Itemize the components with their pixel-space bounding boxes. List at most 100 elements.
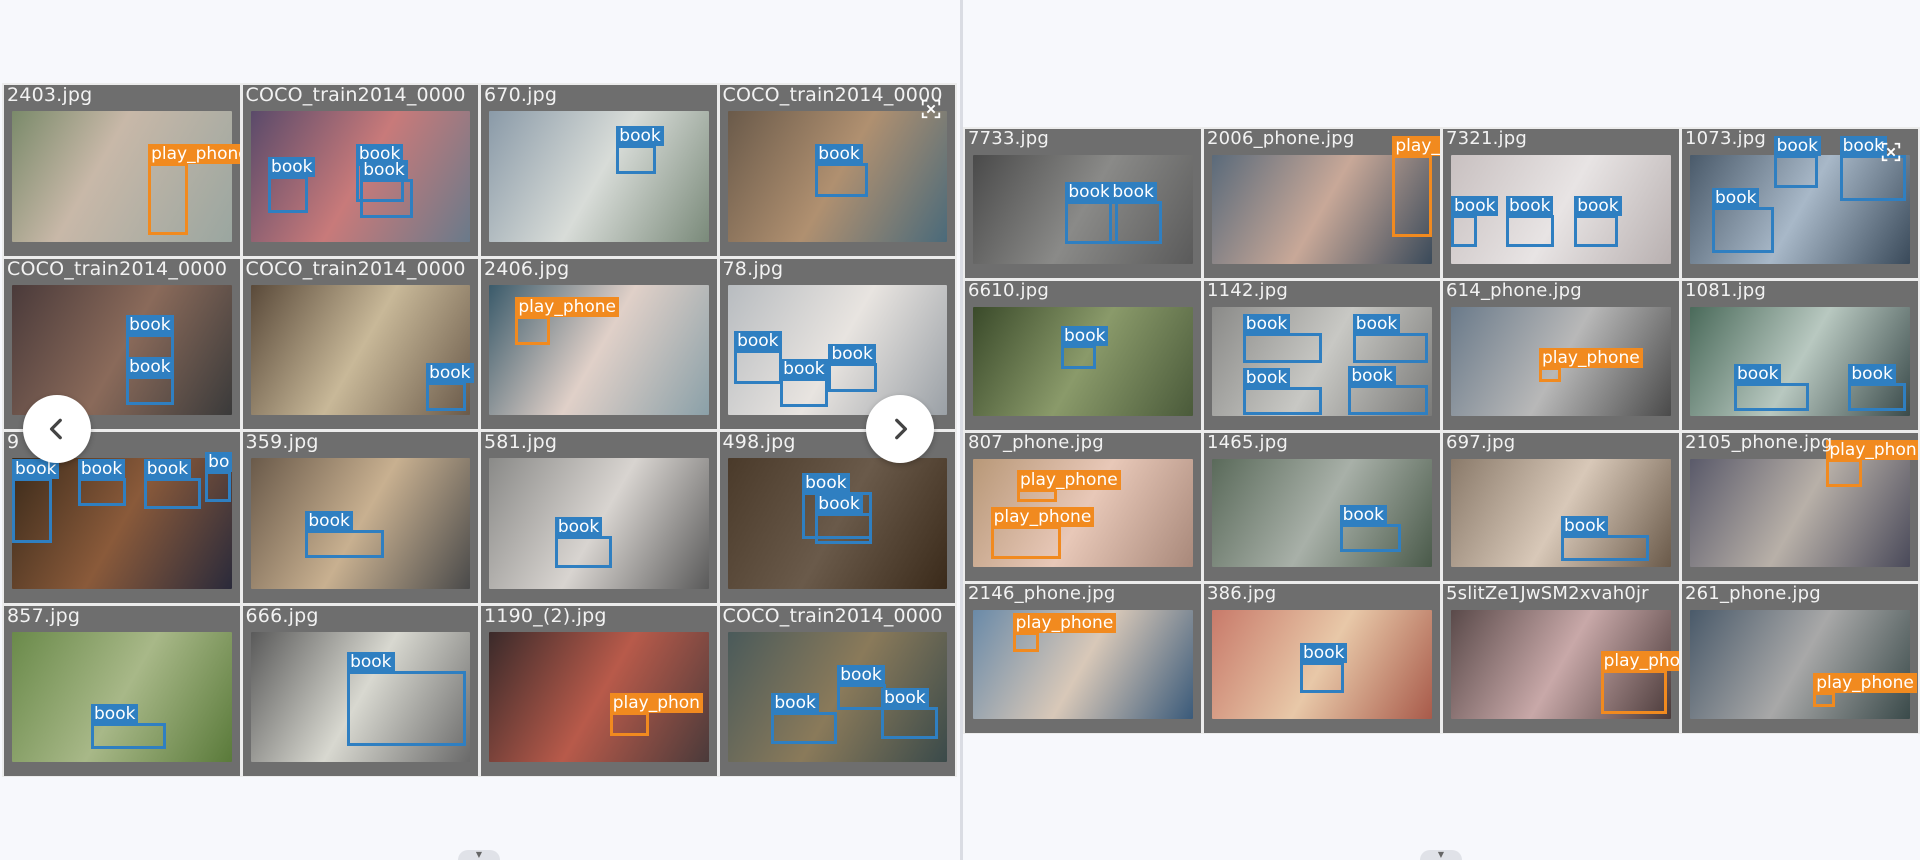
gallery-tile[interactable]: COCO_train2014_0000 book book book	[242, 85, 478, 256]
expand-icon[interactable]	[920, 98, 942, 120]
gallery-tile[interactable]: 2006_phone.jpg play_	[1204, 129, 1440, 278]
detection-box: book	[815, 144, 868, 198]
detection-label: book	[1352, 313, 1401, 334]
detection-box: book	[91, 703, 166, 749]
next-button[interactable]	[866, 395, 934, 463]
gallery-tile[interactable]: 614_phone.jpg play_phone	[1443, 280, 1679, 430]
detection-label: book	[1734, 363, 1782, 384]
detection-label: play_phone	[1539, 347, 1643, 368]
detection-box: play_phone	[1012, 613, 1117, 652]
gallery-tile[interactable]: 6610.jpg book	[965, 280, 1201, 430]
pane-divider[interactable]	[960, 0, 963, 860]
detection-label: book	[126, 356, 174, 377]
gallery-tile[interactable]: 7321.jpg book book book	[1443, 129, 1679, 278]
previous-button[interactable]	[23, 395, 91, 463]
detection-box: book	[1109, 181, 1163, 245]
detection-box: book	[305, 510, 385, 559]
detection-box: book	[77, 458, 127, 507]
detection-label: book	[355, 144, 404, 165]
tile-filename: 6610.jpg	[968, 280, 1049, 301]
detection-box: book	[815, 493, 873, 545]
detection-label: book	[1242, 313, 1291, 334]
gallery-tile[interactable]: COCO_train2014_0000 book	[242, 258, 478, 429]
detection-label: book	[734, 330, 782, 351]
gallery-tile[interactable]: 581.jpg book	[481, 432, 717, 603]
detection-label: book	[1109, 181, 1157, 202]
gallery-tile[interactable]: 1073.jpg book book book	[1682, 129, 1918, 278]
tile-image: book	[489, 458, 709, 589]
gallery-tile[interactable]: 697.jpg book	[1443, 432, 1679, 582]
detection-label: book	[771, 693, 819, 714]
tile-filename: 581.jpg	[484, 432, 558, 453]
tile-filename: 1465.jpg	[1207, 432, 1288, 453]
tile-filename: 670.jpg	[484, 85, 558, 106]
gallery-tile[interactable]: 5slitZe1JwSM2xvah0jr play_pho	[1443, 584, 1679, 733]
tile-image: book	[250, 458, 470, 589]
tile-image: book	[1451, 458, 1671, 568]
gallery-tile[interactable]: COCO_train2014_0000 book book book	[719, 605, 955, 776]
tile-filename: 7733.jpg	[968, 129, 1049, 149]
detection-box: book	[1839, 136, 1906, 201]
gallery-tile[interactable]: 1142.jpg book book book book	[1204, 280, 1440, 430]
expand-icon[interactable]	[1880, 141, 1902, 163]
detection-box: play_phone	[1017, 469, 1121, 502]
detection-label: play_phone	[1012, 613, 1117, 633]
chevron-right-icon	[895, 418, 908, 440]
tile-filename: COCO_train2014_0000	[722, 85, 943, 106]
tile-image: play_phone	[1690, 610, 1917, 719]
tile-image: book book book	[727, 631, 947, 762]
detection-box: book	[1773, 136, 1822, 188]
gallery-tile[interactable]: 9 book book book bo	[4, 432, 240, 603]
gallery-tile[interactable]: 498.jpg book book	[719, 432, 955, 603]
gallery-tile[interactable]: 359.jpg book	[242, 432, 478, 603]
detection-box: book	[1734, 363, 1809, 412]
gallery-tile[interactable]: 666.jpg book	[242, 605, 478, 776]
detection-box: book	[268, 157, 316, 213]
detection-box: book	[126, 315, 175, 363]
detection-label: book	[1242, 368, 1291, 389]
gallery-tile[interactable]: 1081.jpg book book	[1682, 280, 1918, 430]
tile-filename: 2146_phone.jpg	[968, 584, 1116, 605]
detection-label: book	[1712, 188, 1760, 209]
tile-image: book book book bo	[12, 452, 233, 589]
gallery-tile[interactable]: 857.jpg book	[4, 605, 240, 776]
tile-image: book book	[973, 155, 1193, 264]
detection-box: book	[771, 693, 838, 744]
gallery-tile[interactable]: 386.jpg book	[1204, 584, 1440, 733]
detection-box: book	[1848, 363, 1906, 412]
gallery-tile[interactable]: COCO_train2014_0000 book book	[4, 258, 240, 429]
tile-image: book	[973, 306, 1193, 416]
detection-label: book	[91, 703, 139, 724]
caret-down-icon: ▼	[1437, 850, 1445, 859]
detection-label: book	[1561, 515, 1609, 536]
tile-filename: 857.jpg	[7, 605, 81, 627]
detection-label: book	[1451, 195, 1499, 216]
collapse-handle[interactable]: ▼	[458, 850, 500, 860]
gallery-tile[interactable]: 2406.jpg play_phone	[481, 258, 717, 429]
tile-image: play_phon	[489, 631, 709, 762]
gallery-tile[interactable]: 7733.jpg book book	[965, 129, 1201, 278]
collapse-handle[interactable]: ▼	[1420, 850, 1462, 860]
detection-box: play_pho	[1600, 651, 1679, 714]
gallery-tile[interactable]: 2146_phone.jpg play_phone	[965, 584, 1201, 733]
tile-filename: 1081.jpg	[1685, 280, 1766, 301]
tile-filename: 807_phone.jpg	[968, 432, 1104, 453]
tile-image: book	[250, 284, 474, 415]
gallery-tile[interactable]: 2403.jpg play_phone	[4, 85, 240, 256]
tile-filename: 1073.jpg	[1685, 129, 1766, 149]
detection-label: book	[1339, 504, 1388, 525]
gallery-tile[interactable]: 2105_phone.jpg play_phon	[1682, 432, 1918, 582]
detection-box: play_phone	[1813, 672, 1917, 708]
tile-image: book	[12, 631, 232, 762]
detection-box: book	[881, 688, 939, 739]
tile-filename: 261_phone.jpg	[1685, 584, 1821, 605]
gallery-tile[interactable]: 807_phone.jpg play_phone play_phone	[965, 432, 1201, 582]
gallery-tile[interactable]: 670.jpg book	[481, 85, 717, 256]
gallery-tile[interactable]: 1465.jpg book	[1204, 432, 1440, 582]
gallery-tile[interactable]: 261_phone.jpg play_phone	[1682, 584, 1918, 733]
detection-box: book	[355, 144, 405, 203]
tile-filename: 498.jpg	[722, 432, 796, 453]
gallery-tile[interactable]: 1190_(2).jpg play_phon	[481, 605, 717, 776]
detection-label: play_phone	[1813, 672, 1917, 693]
